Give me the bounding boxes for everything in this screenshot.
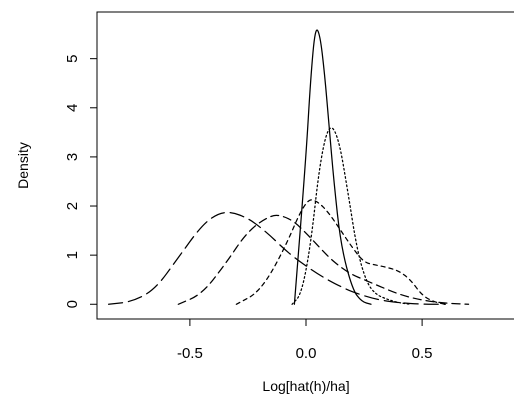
y-tick-label: 0 bbox=[64, 300, 81, 308]
density-series-2 bbox=[291, 127, 412, 305]
series-layer bbox=[107, 29, 470, 305]
density-series-5 bbox=[107, 211, 446, 305]
density-series-4 bbox=[177, 214, 470, 305]
y-tick-label: 1 bbox=[64, 251, 81, 259]
density-series-3 bbox=[235, 199, 446, 305]
x-tick-label: 0.5 bbox=[412, 345, 433, 362]
y-tick-label: 5 bbox=[64, 54, 81, 62]
x-axis: -0.5 0.0 0.5 bbox=[177, 319, 433, 362]
x-tick-label: 0.0 bbox=[296, 345, 317, 362]
x-axis-label: Log[hat(h)/ha] bbox=[262, 378, 349, 394]
y-tick-label: 2 bbox=[64, 202, 81, 210]
density-series-1 bbox=[293, 29, 372, 305]
y-tick-label: 3 bbox=[64, 153, 81, 161]
y-tick-label: 4 bbox=[64, 104, 81, 112]
y-axis: 0 1 2 3 4 5 bbox=[64, 54, 97, 308]
y-axis-label: Density bbox=[15, 142, 31, 189]
x-tick-label: -0.5 bbox=[177, 345, 203, 362]
